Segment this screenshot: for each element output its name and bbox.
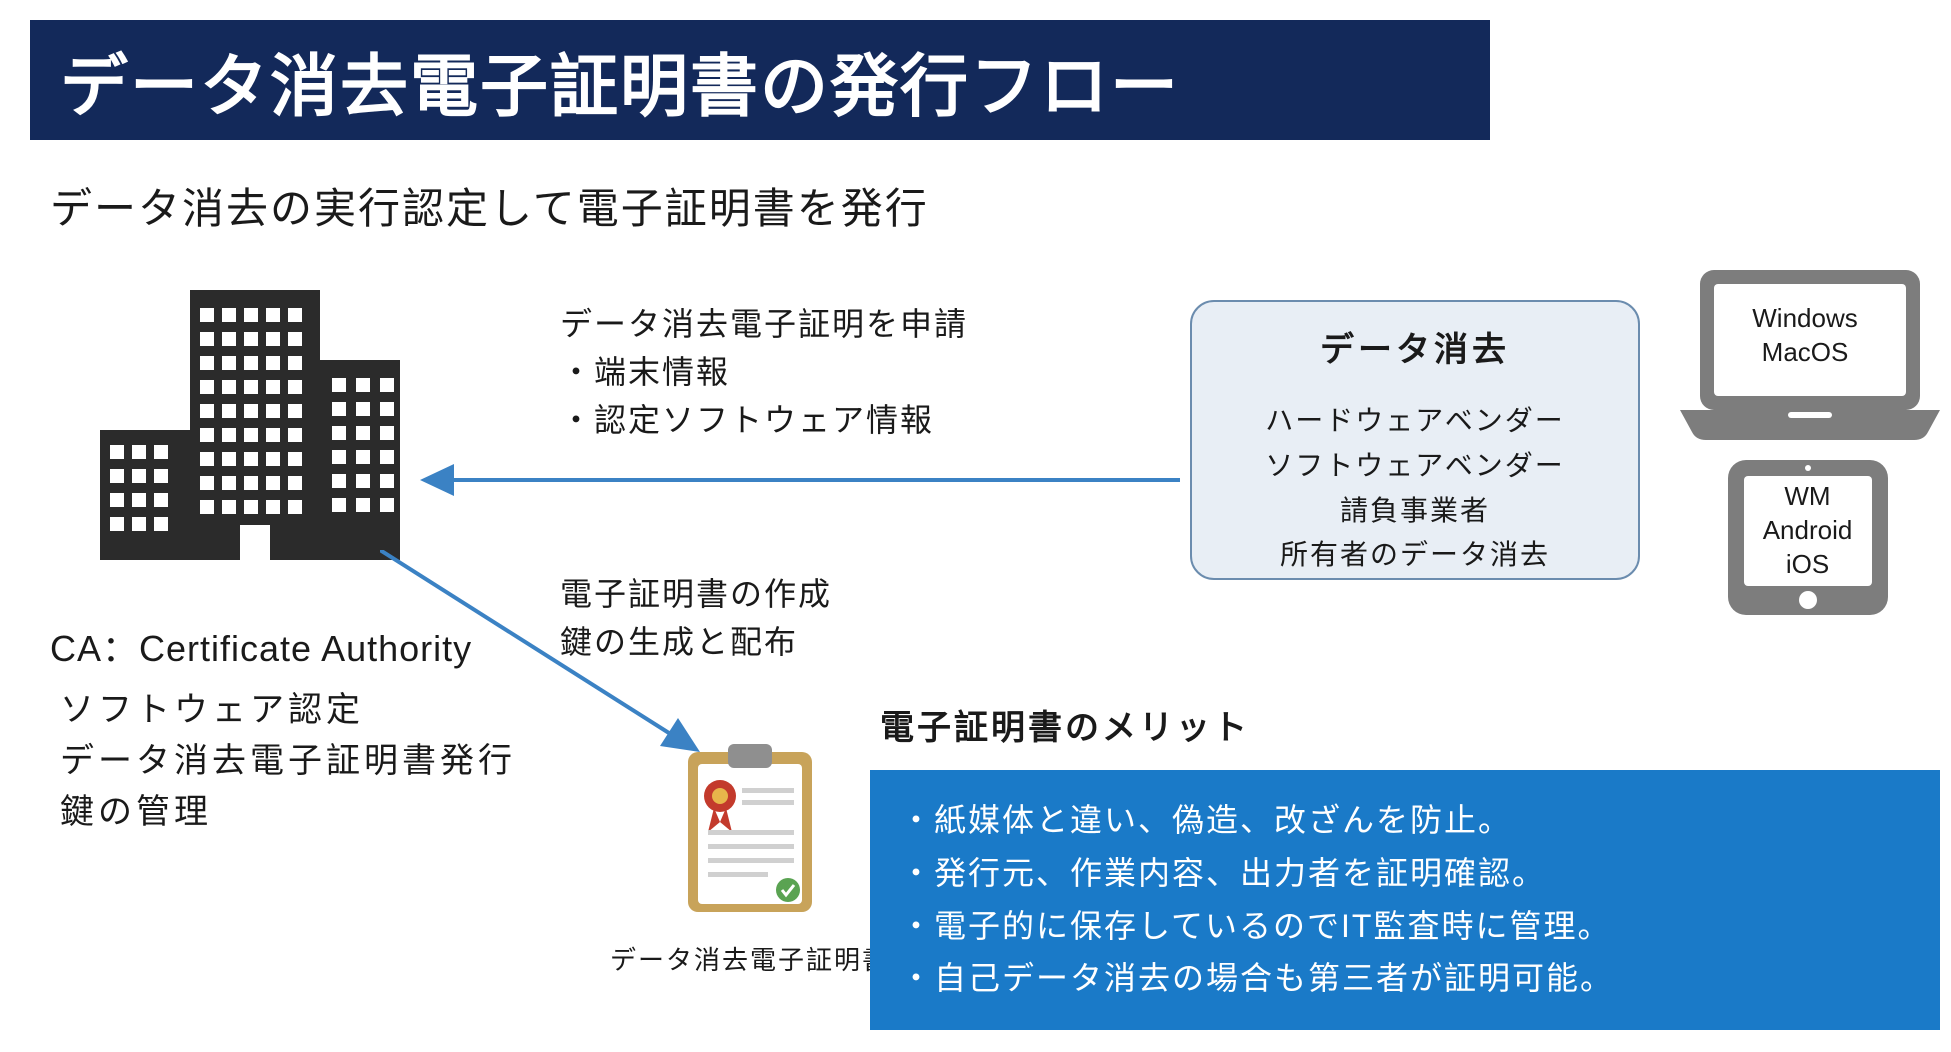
buildings-icon: [100, 290, 400, 570]
text-line: ・認定ソフトウェア情報: [560, 396, 968, 444]
merits-title: 電子証明書のメリット: [880, 700, 1250, 749]
text-line: ・端末情報: [560, 348, 968, 396]
merit-line: ・紙媒体と違い、偽造、改ざんを防止。: [900, 794, 1910, 847]
text-line: データ消去電子証明を申請: [560, 300, 968, 348]
os-line: MacOS: [1740, 336, 1870, 370]
merit-line: ・電子的に保存しているのでIT監査時に管理。: [900, 900, 1910, 953]
erase-line: ハードウェアベンダー: [1192, 399, 1638, 444]
arrow-issue-label: 電子証明書の作成 鍵の生成と配布: [560, 570, 832, 666]
laptop-os-label: Windows MacOS: [1740, 302, 1870, 370]
text-line: 鍵の生成と配布: [560, 618, 832, 666]
os-line: Android: [1750, 514, 1865, 548]
os-line: iOS: [1750, 548, 1865, 582]
erase-box-title: データ消去: [1192, 322, 1638, 371]
erase-line: 請負事業者: [1192, 489, 1638, 534]
merit-line: ・自己データ消去の場合も第三者が証明可能。: [900, 952, 1910, 1005]
page-title: データ消去電子証明書の発行フロー: [30, 20, 1490, 140]
data-erase-box: データ消去 ハードウェアベンダー ソフトウェアベンダー 請負事業者 所有者のデー…: [1190, 300, 1640, 580]
certificate-icon: [680, 740, 820, 920]
erase-line: ソフトウェアベンダー: [1192, 444, 1638, 489]
erase-line: 所有者のデータ消去: [1192, 533, 1638, 578]
certificate-caption: データ消去電子証明書: [610, 940, 890, 977]
os-line: WM: [1750, 480, 1865, 514]
merits-box: ・紙媒体と違い、偽造、改ざんを防止。 ・発行元、作業内容、出力者を証明確認。 ・…: [870, 770, 1940, 1030]
subtitle: データ消去の実行認定して電子証明書を発行: [50, 175, 929, 236]
merit-line: ・発行元、作業内容、出力者を証明確認。: [900, 847, 1910, 900]
os-line: Windows: [1740, 302, 1870, 336]
text-line: 電子証明書の作成: [560, 570, 832, 618]
ca-line: 鍵の管理: [60, 787, 516, 838]
tablet-os-label: WM Android iOS: [1750, 480, 1865, 581]
arrow-request-label: データ消去電子証明を申請 ・端末情報 ・認定ソフトウェア情報: [560, 300, 968, 444]
arrow-request-icon: [420, 460, 1180, 500]
